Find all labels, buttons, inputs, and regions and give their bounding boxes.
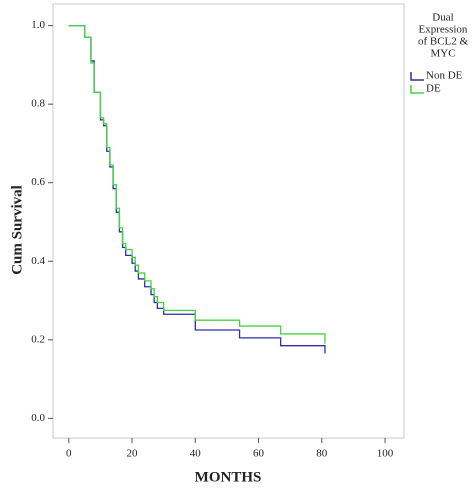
legend-swatch — [410, 72, 424, 81]
x-tick-label: 60 — [253, 448, 265, 460]
x-tick-label: 20 — [127, 448, 139, 460]
y-axis-title: Cum Survival — [9, 185, 25, 275]
x-tick-label: 40 — [190, 448, 202, 460]
legend-swatch — [410, 85, 424, 94]
y-tick-label: 1.0 — [31, 19, 45, 31]
legend-label: Non DE — [426, 70, 463, 82]
plot-frame — [52, 3, 405, 439]
y-tick-label: 0.4 — [31, 255, 45, 267]
survival-line — [68, 24, 326, 354]
x-tick-label: 100 — [377, 448, 394, 460]
legend-title: Expression — [419, 24, 468, 36]
legend-label: DE — [426, 83, 441, 95]
y-tick-label: 0.2 — [31, 333, 45, 345]
x-tick-label: 0 — [66, 448, 72, 460]
legend-title: MYC — [430, 48, 455, 60]
x-tick-label: 80 — [316, 448, 328, 460]
y-tick-label: 0.8 — [31, 98, 45, 110]
y-tick-label: 0.0 — [31, 412, 45, 424]
x-axis-title: MONTHS — [195, 469, 262, 485]
y-tick-label: 0.6 — [31, 176, 45, 188]
legend-title: Dual — [432, 12, 453, 24]
legend-title: of BCL2 & — [418, 36, 469, 48]
survival-line — [68, 24, 326, 344]
